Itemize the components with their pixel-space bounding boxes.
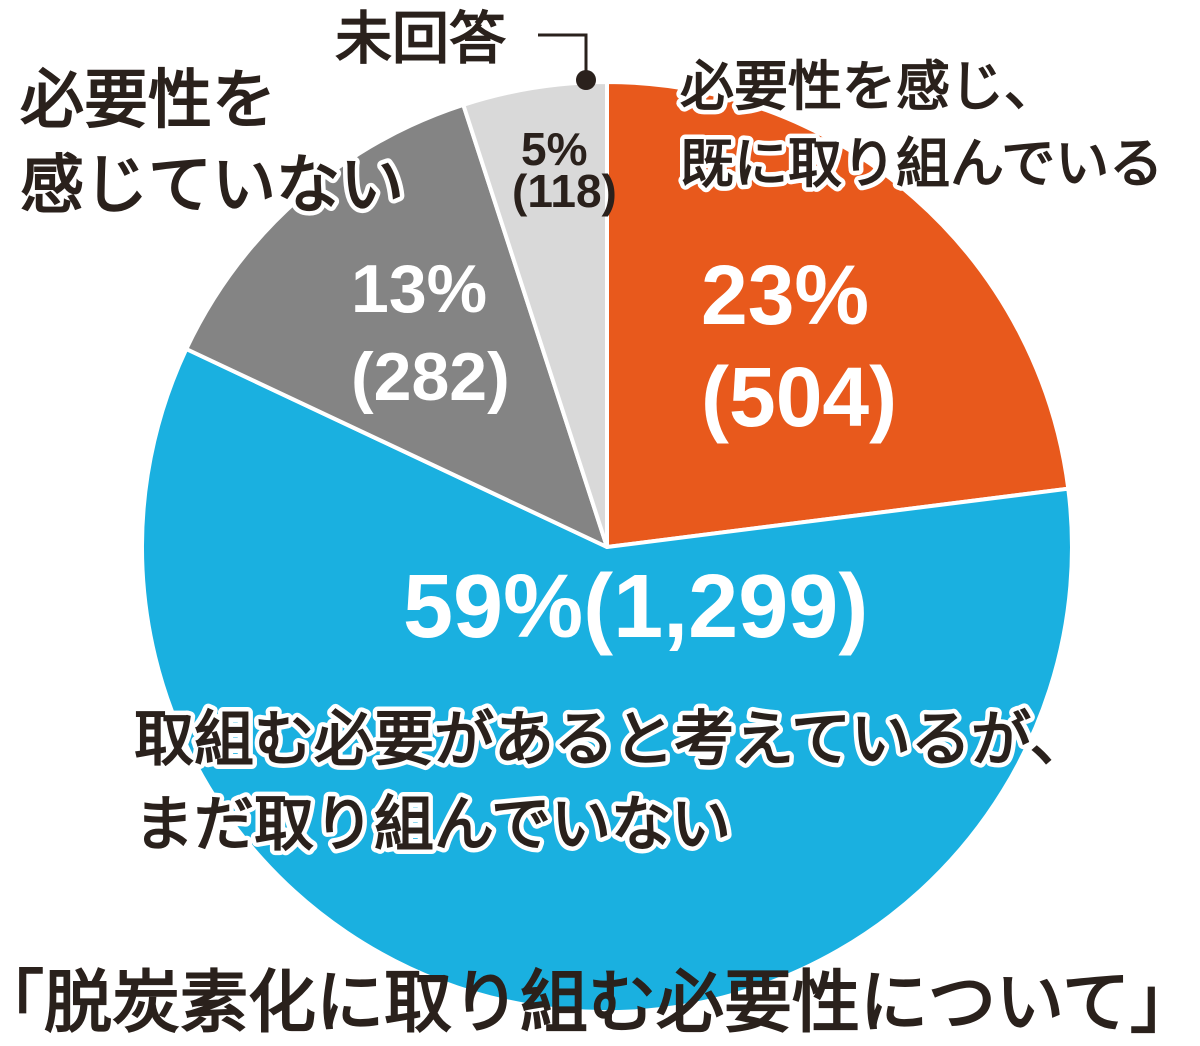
svg-text:感じていない: 感じていない	[20, 149, 404, 221]
svg-text:未回答: 未回答	[335, 7, 507, 71]
svg-text:取組む必要があると考えているが、: 取組む必要があると考えているが、	[134, 706, 1090, 773]
svg-text:(118): (118)	[512, 165, 617, 217]
svg-text:59%(1,299): 59%(1,299)	[403, 557, 868, 657]
svg-text:必要性を: 必要性を	[20, 64, 276, 136]
svg-text:23%: 23%	[701, 248, 869, 342]
svg-text:13%: 13%	[351, 251, 487, 327]
svg-text:必要性を感じ、: 必要性を感じ、	[680, 57, 1058, 117]
svg-text:「脱炭素化に取り組む必要性について」: 「脱炭素化に取り組む必要性について」	[0, 965, 1198, 1041]
svg-text:まだ取り組んでいない: まだ取り組んでいない	[134, 791, 731, 858]
svg-text:(504): (504)	[701, 350, 897, 444]
svg-text:既に取り組んでいる: 既に取り組んでいる	[680, 134, 1163, 194]
svg-text:(282): (282)	[351, 339, 510, 415]
